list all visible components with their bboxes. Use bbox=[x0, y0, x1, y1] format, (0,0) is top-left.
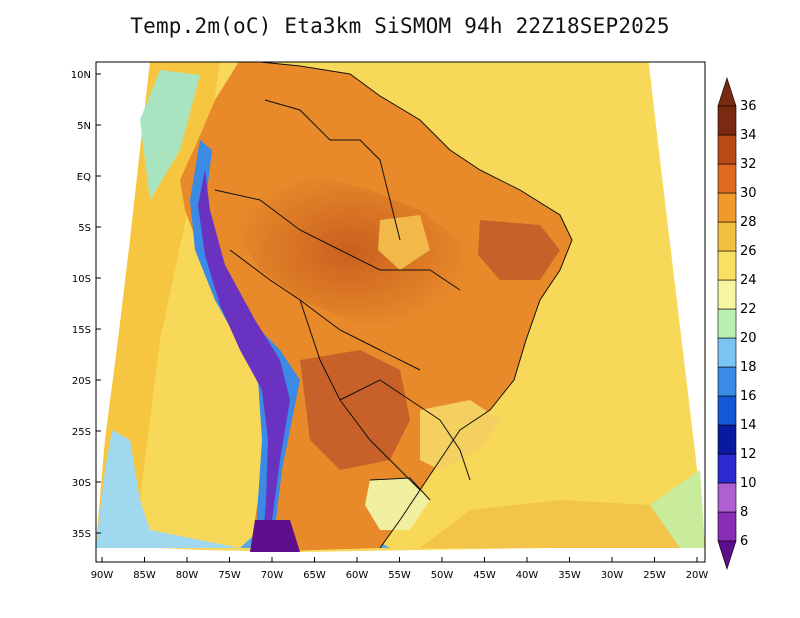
lon-tick-label: 70W bbox=[261, 570, 284, 581]
atlantic-south-warm bbox=[420, 500, 705, 548]
colorbar-segment bbox=[717, 453, 737, 484]
equatorial-pacific-cool bbox=[140, 70, 200, 200]
lon-tick-label: 80W bbox=[176, 570, 199, 581]
colorbar-segment bbox=[717, 482, 737, 513]
colorbar-label: 6 bbox=[740, 534, 748, 549]
andes-colder-core bbox=[198, 170, 290, 552]
temperature-field bbox=[96, 62, 705, 552]
atlantic-se-cool bbox=[650, 470, 705, 548]
colorbar-segment bbox=[717, 395, 737, 426]
lat-tick-label: EQ bbox=[77, 172, 91, 183]
lat-tick-label: 5N bbox=[77, 121, 91, 132]
colorbar-segment bbox=[717, 337, 737, 368]
colorbar-label: 14 bbox=[740, 418, 757, 433]
colorbar-top-arrow bbox=[717, 77, 737, 107]
lon-tick-label: 45W bbox=[473, 570, 496, 581]
colorbar-segment bbox=[717, 163, 737, 194]
lat-tick-label: 15S bbox=[72, 325, 91, 336]
colorbar-label: 18 bbox=[740, 360, 757, 375]
colorbar-segment bbox=[717, 279, 737, 310]
colorbar-label: 26 bbox=[740, 244, 757, 259]
colorbar-segment bbox=[717, 424, 737, 455]
lon-tick-label: 75W bbox=[218, 570, 241, 581]
lat-tick-label: 5S bbox=[78, 223, 91, 234]
uruguay-cool-region bbox=[365, 478, 430, 530]
colorbar-label: 8 bbox=[740, 505, 748, 520]
plateau-warm-pockets bbox=[378, 215, 430, 270]
map-frame bbox=[95, 61, 706, 563]
lat-tick-label: 35S bbox=[72, 529, 91, 540]
map-title: Temp.2m(oC) Eta3km SiSMOM 94h 22Z18SEP20… bbox=[130, 14, 670, 38]
colorbar-label: 30 bbox=[740, 186, 757, 201]
lat-tick-label: 10N bbox=[71, 70, 91, 81]
patagonia-cold bbox=[250, 520, 300, 552]
lon-tick-label: 60W bbox=[346, 570, 369, 581]
chaco-hot-region bbox=[300, 350, 410, 470]
colorbar-bottom-arrow bbox=[717, 540, 737, 570]
colorbar-segment bbox=[717, 366, 737, 397]
colorbar-segment bbox=[717, 308, 737, 339]
lon-tick-label: 35W bbox=[558, 570, 581, 581]
southeast-cool-region bbox=[420, 400, 500, 470]
colorbar: 6 8 10 12 14 16 18 20 22 24 26 28 30 32 34 36 bbox=[717, 77, 757, 570]
lon-tick-label: 30W bbox=[601, 570, 624, 581]
lon-tick-label: 90W bbox=[91, 570, 114, 581]
colorbar-label: 32 bbox=[740, 157, 757, 172]
country-borders bbox=[214, 62, 573, 549]
lon-tick-label: 50W bbox=[431, 570, 454, 581]
colorbar-label: 20 bbox=[740, 331, 757, 346]
colorbar-label: 12 bbox=[740, 447, 757, 462]
colorbar-segment bbox=[717, 105, 737, 136]
lat-tick-label: 20S bbox=[72, 376, 91, 387]
colorbar-label: 22 bbox=[740, 302, 757, 317]
colorbar-label: 36 bbox=[740, 99, 757, 114]
longitude-axis: 90W 85W 80W 75W 70W 65W 60W 55W 50W 45W 40W 35W 30W 2… bbox=[91, 557, 709, 581]
colorbar-segment bbox=[717, 511, 737, 542]
lon-tick-label: 85W bbox=[133, 570, 156, 581]
colorbar-label: 10 bbox=[740, 476, 757, 491]
lon-tick-label: 40W bbox=[516, 570, 539, 581]
colorbar-segment bbox=[717, 221, 737, 252]
colorbar-label: 34 bbox=[740, 128, 757, 143]
pacific-cool-band bbox=[96, 430, 240, 548]
colorbar-label: 28 bbox=[740, 215, 757, 230]
lat-tick-label: 25S bbox=[72, 427, 91, 438]
colorbar-segment bbox=[717, 192, 737, 223]
lon-tick-label: 55W bbox=[388, 570, 411, 581]
lon-tick-label: 25W bbox=[643, 570, 666, 581]
latitude-axis: 10N 5N EQ 5S 10S 15S 20S 25S 30S 35S bbox=[71, 70, 101, 540]
lon-tick-label: 20W bbox=[686, 570, 709, 581]
northeast-hot-region bbox=[478, 220, 560, 280]
colorbar-segment bbox=[717, 134, 737, 165]
lon-tick-label: 65W bbox=[303, 570, 326, 581]
colorbar-label: 24 bbox=[740, 273, 757, 288]
colorbar-label: 16 bbox=[740, 389, 757, 404]
lat-tick-label: 10S bbox=[72, 274, 91, 285]
lat-tick-label: 30S bbox=[72, 478, 91, 489]
amazon-hot-region bbox=[230, 170, 470, 330]
colorbar-segment bbox=[717, 250, 737, 281]
